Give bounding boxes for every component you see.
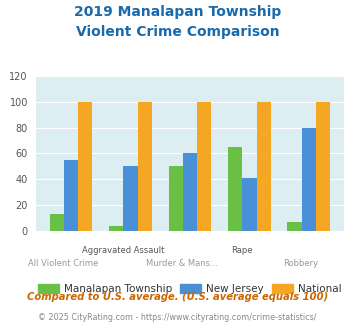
Bar: [123, 166, 138, 231]
Bar: [242, 178, 257, 231]
Bar: [183, 153, 197, 231]
Text: Aggravated Assault: Aggravated Assault: [82, 246, 164, 255]
Bar: [288, 222, 302, 231]
Bar: [78, 102, 92, 231]
Bar: [169, 166, 183, 231]
Text: Robbery: Robbery: [284, 259, 319, 268]
Bar: [257, 102, 271, 231]
Bar: [50, 214, 64, 231]
Bar: [228, 147, 242, 231]
Text: © 2025 CityRating.com - https://www.cityrating.com/crime-statistics/: © 2025 CityRating.com - https://www.city…: [38, 313, 317, 322]
Bar: [316, 102, 330, 231]
Text: All Violent Crime: All Violent Crime: [28, 259, 99, 268]
Bar: [302, 128, 316, 231]
Text: Rape: Rape: [231, 246, 252, 255]
Text: 2019 Manalapan Township: 2019 Manalapan Township: [74, 5, 281, 19]
Bar: [197, 102, 211, 231]
Bar: [138, 102, 152, 231]
Bar: [109, 226, 123, 231]
Text: Murder & Mans...: Murder & Mans...: [146, 259, 218, 268]
Text: Compared to U.S. average. (U.S. average equals 100): Compared to U.S. average. (U.S. average …: [27, 292, 328, 302]
Bar: [64, 160, 78, 231]
Legend: Manalapan Township, New Jersey, National: Manalapan Township, New Jersey, National: [34, 280, 346, 298]
Text: Violent Crime Comparison: Violent Crime Comparison: [76, 25, 279, 39]
